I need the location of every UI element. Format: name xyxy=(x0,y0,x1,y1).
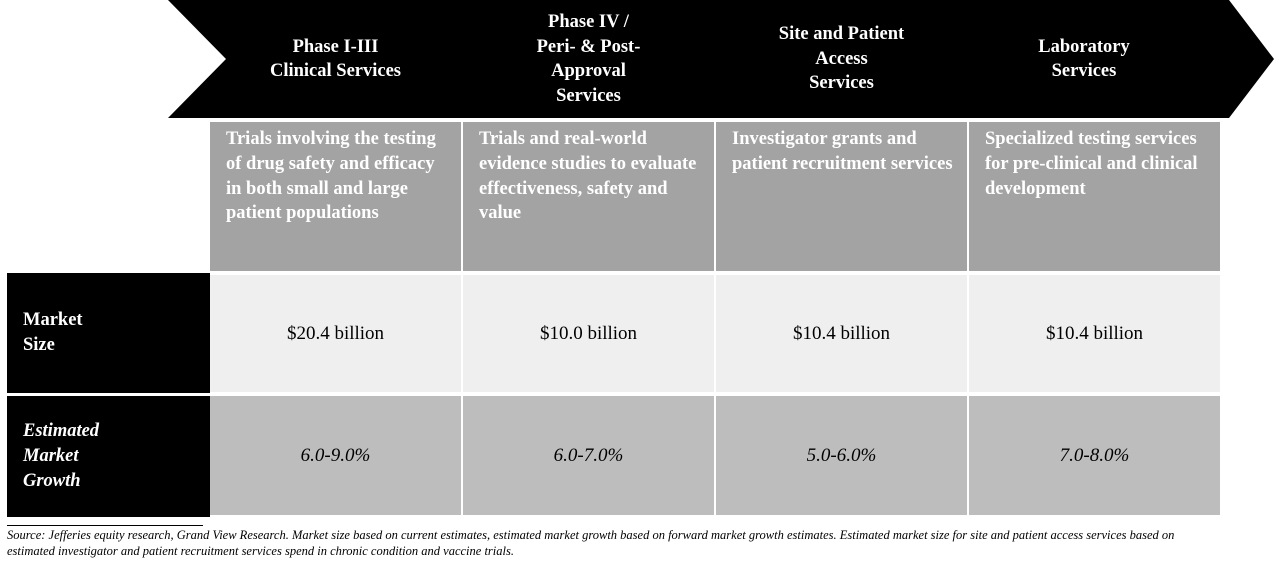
phase-title-clinical: Phase I-III Clinical Services xyxy=(269,36,402,82)
phase-title-laboratory: Laboratory Services xyxy=(1038,36,1130,82)
phase-title-site-patient-access: Site and Patient Access Services xyxy=(778,24,905,94)
market-size-site-patient-access: $10.4 billion xyxy=(716,275,967,392)
market-growth-post-approval: 6.0-7.0% xyxy=(463,396,714,515)
phase-chevron-banner xyxy=(168,0,1274,118)
row-header-market-size-label: Market Size xyxy=(23,310,83,355)
market-growth-clinical: 6.0-9.0% xyxy=(210,396,461,515)
chevron-arrow-shape xyxy=(168,0,1274,118)
description-post-approval: Trials and real-world evidence studies t… xyxy=(463,122,714,271)
row-header-market-growth-label: Estimated Market Growth xyxy=(23,421,100,491)
footnote-divider xyxy=(7,525,203,526)
market-size-laboratory: $10.4 billion xyxy=(969,275,1220,392)
market-size-clinical: $20.4 billion xyxy=(210,275,461,392)
row-header-market-growth: Estimated Market Growth xyxy=(7,396,210,517)
description-site-patient-access: Investigator grants and patient recruitm… xyxy=(716,122,967,271)
phase-title-post-approval: Phase IV / Peri- & Post- Approval Servic… xyxy=(536,12,641,106)
source-footnote: Source: Jefferies equity research, Grand… xyxy=(7,528,1175,558)
market-growth-site-patient-access: 5.0-6.0% xyxy=(716,396,967,515)
row-header-market-size: Market Size xyxy=(7,273,210,393)
description-clinical: Trials involving the testing of drug saf… xyxy=(210,122,461,271)
market-growth-laboratory: 7.0-8.0% xyxy=(969,396,1220,515)
description-laboratory: Specialized testing services for pre-cli… xyxy=(969,122,1220,271)
market-size-post-approval: $10.0 billion xyxy=(463,275,714,392)
